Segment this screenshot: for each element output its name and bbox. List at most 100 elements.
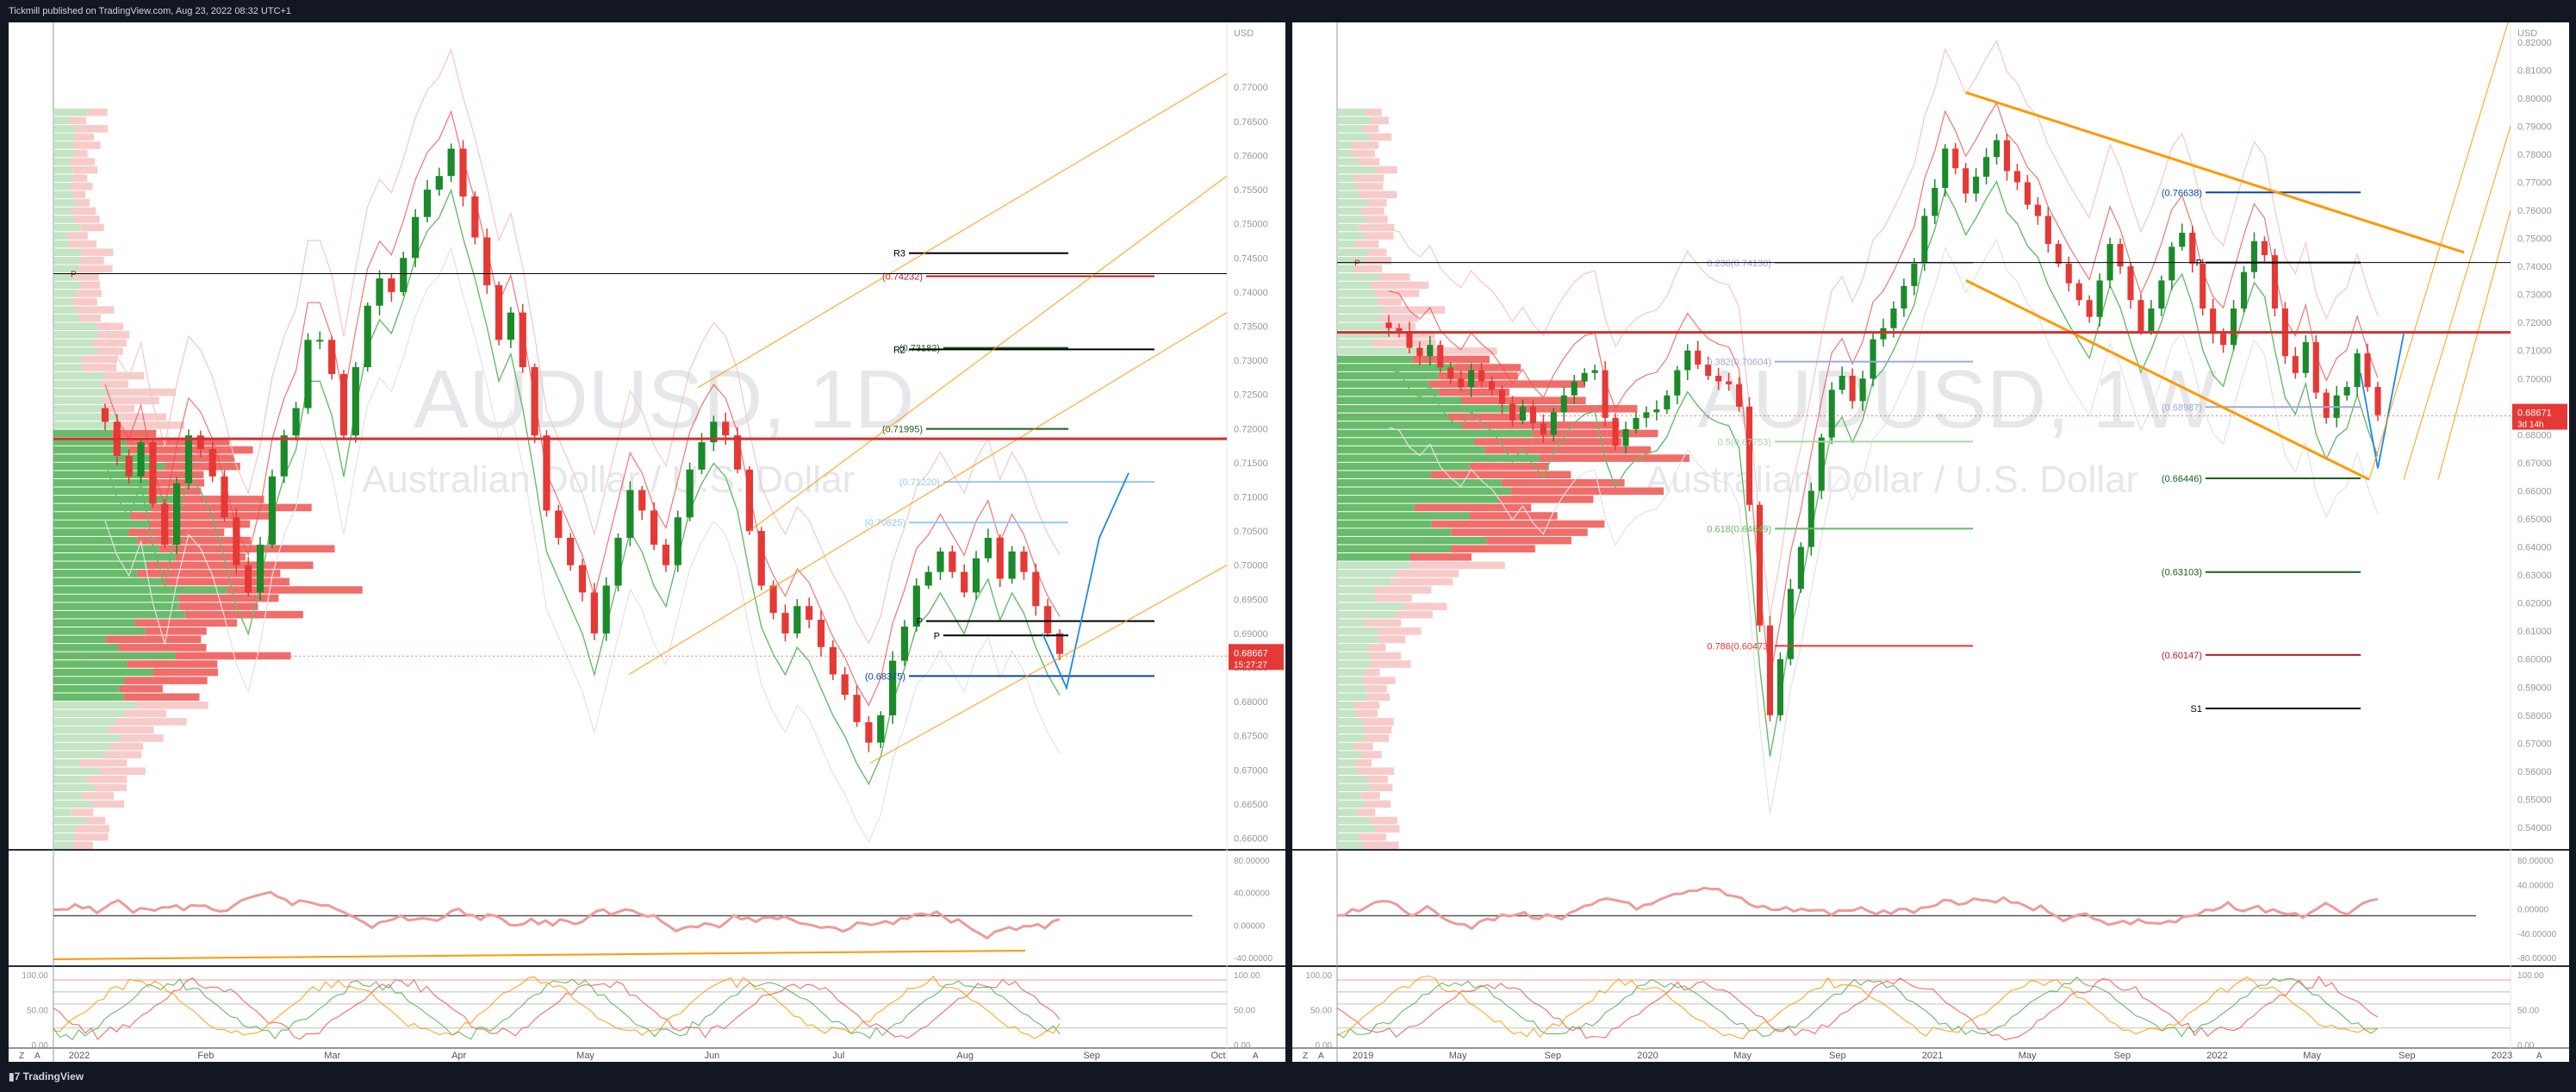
volume-profile-bar-down [81,355,118,364]
volume-profile-bar-down [1470,512,1558,520]
candle-body [483,237,491,285]
level-label: R3 [893,249,905,259]
candle-body [710,421,718,443]
time-axis-label: May [1733,1051,1752,1061]
volume-profile-bar-up [1337,109,1366,116]
volume-profile-bar-down [1364,668,1380,677]
price-tick-label: 0.66000 [2517,486,2552,496]
candle-body [1653,409,1660,413]
chart-pane-weekly[interactable]: AUDUSD, 1W Australian Dollar / U.S. Dolla… [1292,22,2569,1062]
volume-profile-bar-up [53,141,73,149]
volume-profile-bar-down [1414,503,1532,512]
time-axis-label: 2022 [2206,1051,2227,1061]
volume-profile-bar-down [1451,528,1588,536]
volume-profile-bar-up [53,290,77,297]
stoch-right-tick-label: 50.00 [1234,1007,1255,1016]
chart-pane-daily[interactable]: AUDUSD, 1D Australian Dollar / U.S. Dolla… [9,22,1285,1062]
volume-profile-bar-down [104,751,142,758]
volume-profile-bar-down [1379,314,1418,322]
volume-profile-bar-down [1359,190,1397,199]
volume-profile-bar-up [1337,594,1376,602]
candle-body [400,258,408,292]
candle-body [411,216,420,259]
level-label: (0.76638) [2162,188,2202,198]
price-tick-label: 0.72000 [2517,318,2552,328]
time-axis-label: Feb [197,1051,214,1061]
volume-profile-bar-down [75,199,90,207]
volume-profile-bar-down [1497,496,1594,503]
candle-body [984,538,992,558]
candle-body [256,544,264,593]
candle-body [1695,350,1702,365]
volume-profile-bar-up [1337,709,1356,718]
candle-body [817,620,825,647]
candle-body [196,435,204,450]
volume-profile-bar-up [1337,149,1352,158]
candle-body [590,592,598,633]
candle-body [1396,328,1403,331]
candle-body [698,442,706,470]
volume-profile-bar-up [53,388,108,396]
price-tick-label: 0.81000 [2517,66,2552,76]
volume-profile-bar-down [80,281,100,290]
price-tick-label: 0.79000 [2517,122,2552,132]
level-label: P [917,617,923,627]
candle-body [567,538,575,565]
volume-profile-bar-down [1351,149,1375,158]
price-tick-label: 0.55000 [2517,795,2552,805]
volume-profile-bar-down [1362,125,1379,133]
volume-profile-bar-down [86,776,128,783]
candle-body [1818,437,1825,491]
volume-profile-bar-down [67,232,88,240]
volume-profile-bar-down [159,545,335,552]
volume-profile-bar-down [1391,331,1435,339]
volume-profile-bar-up [53,322,97,330]
candle-body [2189,233,2196,264]
volume-profile-bar-down [75,273,99,281]
volume-profile-bar-up [53,479,152,487]
volume-profile-bar-down [1375,594,1412,602]
candle-body [1973,176,1980,194]
candle-body [793,606,801,633]
candle-body [806,606,813,621]
volume-profile-bar-down [1360,792,1380,800]
volume-profile-bar-up [1337,158,1359,165]
volume-profile-bar-up [53,742,110,751]
rsi-tick-label: 40.00000 [1234,889,1270,899]
volume-profile-bar-down [76,306,115,314]
volume-profile-bar-up [1337,322,1383,330]
upper-envelope-line [104,47,1061,645]
candle-body [352,367,359,436]
level-label: (0.68987) [2162,402,2202,413]
volume-profile-bar-down [178,594,279,602]
candle-body [1921,215,1928,264]
volume-profile-bar-down [118,644,207,652]
volume-profile-bar-up [53,380,101,388]
volume-profile-bar-up [53,833,75,841]
candle-body [1849,376,1856,402]
volume-profile-bar-down [82,364,117,371]
volume-profile-bar-down [1447,413,1521,421]
candle-body [531,367,538,436]
last-price-label: 0.68667 [1234,648,1268,658]
candle-body [388,278,395,292]
volume-profile-bar-down [1397,570,1459,577]
volume-profile-bar-down [96,322,124,330]
volume-profile-bar-down [1501,479,1625,487]
candle-body [2117,244,2124,267]
volume-profile-bar-up [53,487,148,496]
trend-line [697,72,1228,389]
volume-profile-bar-down [1409,561,1505,570]
price-tick-label: 0.70000 [2517,374,2552,384]
volume-profile-bar-down [165,462,240,471]
volume-profile-bar-down [1372,339,1436,347]
time-axis-label: 2019 [1353,1051,1373,1061]
volume-profile-bar-up [53,421,116,429]
volume-profile-bar-up [53,306,77,314]
candle-body [2271,255,2278,309]
stoch-left-tick-label: 100.00 [22,971,48,981]
candle-body [2075,283,2082,301]
trend-line [1965,279,2370,481]
